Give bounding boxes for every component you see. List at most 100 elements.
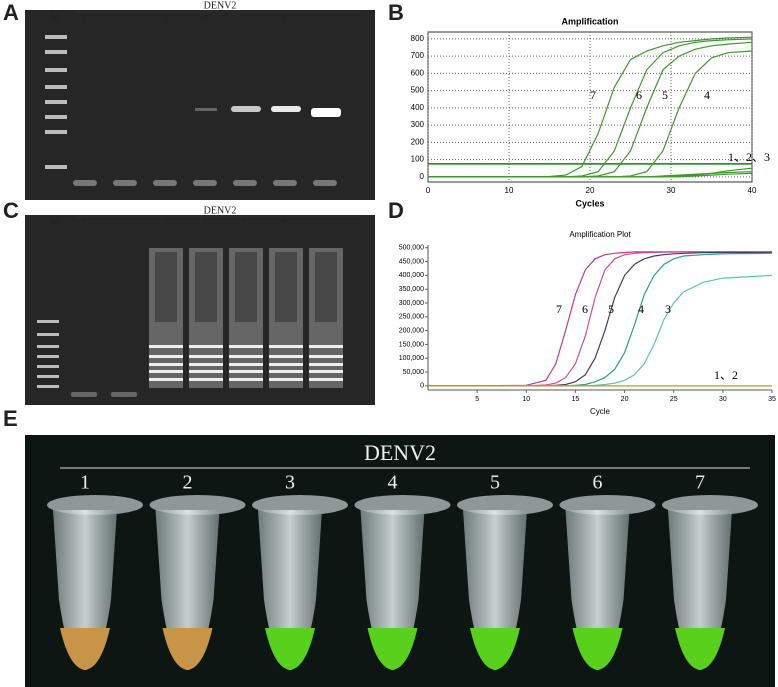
chart-title: Amplification Plot [569,230,631,239]
panel-letter: A [3,0,19,25]
y-tick-label: 400 [411,103,425,112]
tube-liquid [367,628,418,670]
x-tick-label: 30 [667,186,676,195]
tube-liquid [60,628,110,670]
y-tick-label: 200,000 [399,327,424,334]
smear-gap [315,252,337,322]
tube-liquid [162,628,213,670]
smear-gap [195,252,217,322]
series-line [428,251,772,387]
marker-band [37,333,59,336]
tube-liquid [572,628,623,670]
gel-a [25,10,375,200]
lane-label: 1 [83,217,88,228]
band [311,108,341,117]
y-tick-label: 0 [420,172,425,181]
y-tick-label: 450,000 [399,258,424,265]
band [195,108,217,111]
tube-label: 3 [285,472,295,494]
annotation: 7 [590,88,596,102]
band [271,106,301,112]
annotation: 6 [582,302,588,316]
ladder-band [269,378,303,381]
lane-label: 6 [283,12,288,23]
ladder-band [149,345,183,348]
ladder-band [189,345,223,348]
marker-band [45,165,67,169]
x-axis-label: Cycles [575,198,604,208]
marker-band [37,355,59,358]
marker-band [45,115,67,119]
x-tick-label: 10 [505,186,514,195]
y-tick-label: 500 [411,86,425,95]
series-line [428,252,773,387]
tube-label: 4 [388,472,398,494]
ladder-band [149,355,183,358]
lane-label: M [51,12,60,23]
lane-label: 5 [243,12,248,23]
primer-band [73,180,97,186]
annotation: 4 [704,88,710,102]
y-tick-label: 0 [420,383,424,390]
gel-label: DENV2 [204,0,237,11]
lane-label: 1 [83,12,88,23]
ladder-band [189,378,223,381]
primer-band [113,180,137,186]
annotation: 3 [665,302,671,316]
ladder-band [229,363,263,366]
series-line [428,172,753,178]
lane-label: 4 [203,217,208,228]
ladder-band [269,355,303,358]
tube-label: 6 [593,472,603,494]
panel-letter: C [3,198,19,223]
photo-label: DENV2 [364,440,436,465]
series-line [428,251,772,387]
primer-band [71,392,97,397]
lane-label: M [51,217,60,228]
y-tick-label: 200 [411,137,425,146]
marker-band [37,320,59,323]
marker-band [45,100,67,104]
x-tick-label: 0 [426,186,431,195]
annotation: 1、2、3 [728,150,770,164]
ladder-band [269,363,303,366]
panel-letter: E [3,406,18,431]
y-tick-label: 100 [411,155,425,164]
annotation: 6 [636,88,642,102]
lane-label: 3 [163,217,168,228]
tube-liquid [675,628,725,670]
ladder-band [229,378,263,381]
ladder-band [189,363,223,366]
ladder-band [229,370,263,373]
panel-letter: B [388,0,404,25]
marker-band [45,35,67,39]
gel-label: DENV2 [204,205,237,216]
chart-title: Amplification [561,16,618,26]
panel-letter: D [388,198,404,223]
primer-band [193,180,217,186]
annotation: 5 [662,88,668,102]
ladder-band [309,345,343,348]
annotation: 5 [608,302,614,316]
primer-band [313,180,337,186]
ladder-band [149,370,183,373]
x-tick-label: 20 [621,396,629,403]
y-tick-label: 300 [411,120,425,129]
ladder-band [189,370,223,373]
smear-gap [275,252,297,322]
lane-label: 6 [283,217,288,228]
y-tick-label: 700 [411,51,425,60]
y-tick-label: 500,000 [399,245,424,252]
marker-band [45,130,67,134]
x-tick-label: 40 [748,186,757,195]
ladder-band [149,363,183,366]
y-tick-label: 350,000 [399,286,424,293]
primer-band [111,392,137,397]
primer-band [273,180,297,186]
x-tick-label: 5 [475,396,479,403]
ladder-band [309,378,343,381]
series-line [428,251,772,387]
y-tick-label: 250,000 [399,314,424,321]
ladder-band [229,355,263,358]
tube-label: 7 [695,472,705,494]
